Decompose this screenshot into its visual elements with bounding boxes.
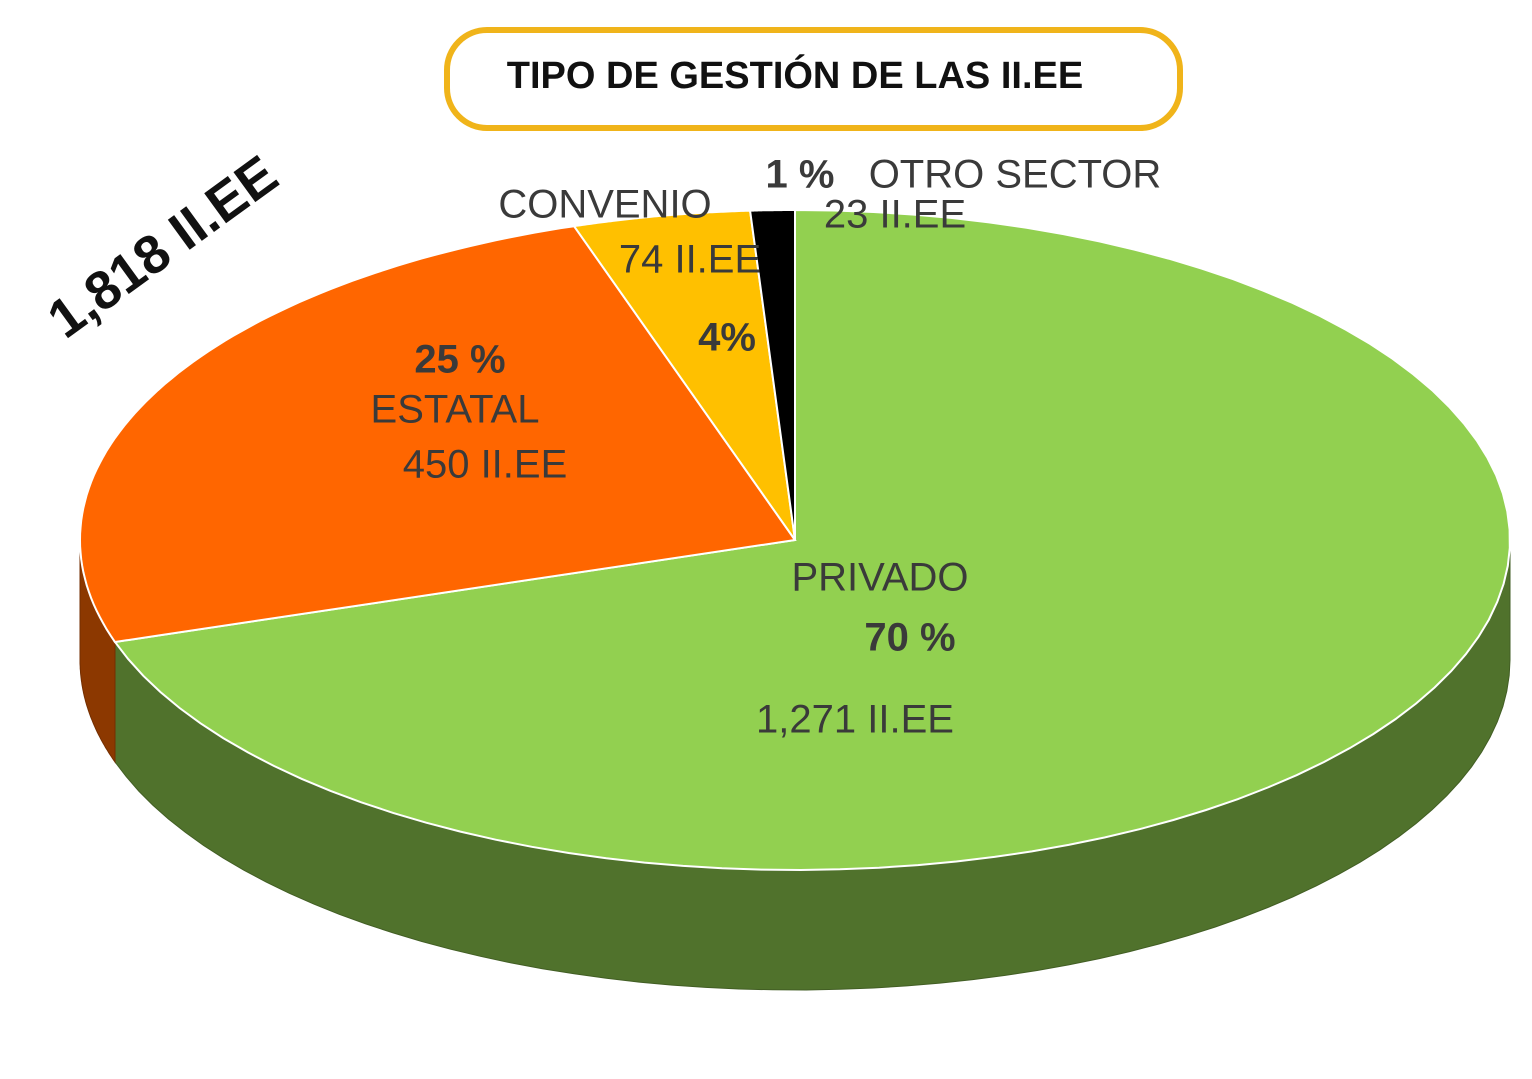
chart-title: TIPO DE GESTIÓN DE LAS II.EE <box>507 53 1083 97</box>
category-label: OTRO SECTOR <box>869 153 1162 197</box>
category-label: PRIVADO <box>791 556 968 600</box>
value-label: 25 % <box>414 338 505 382</box>
labels: 70 % PRIVADO 1,271 II.EE 25 % ESTATAL 450 II.… <box>371 153 1162 742</box>
count-label: 74 II.EE <box>619 238 761 282</box>
total-annotation: 1,818 II.EE <box>37 144 288 350</box>
value-label: 4% <box>698 316 756 360</box>
slice <box>78 225 797 644</box>
pie <box>78 208 1511 991</box>
slice <box>748 209 796 541</box>
title-frame <box>444 27 1183 131</box>
count-label: 450 II.EE <box>403 443 568 487</box>
slice <box>113 208 1511 872</box>
count-label: 1,271 II.EE <box>756 698 954 742</box>
value-label: 1 % <box>766 153 835 197</box>
count-label: 23 II.EE <box>824 193 966 237</box>
category-label: ESTATAL <box>371 388 540 432</box>
slice <box>572 209 796 541</box>
value-label: 70 % <box>864 616 955 660</box>
category-label: CONVENIO <box>498 183 711 227</box>
